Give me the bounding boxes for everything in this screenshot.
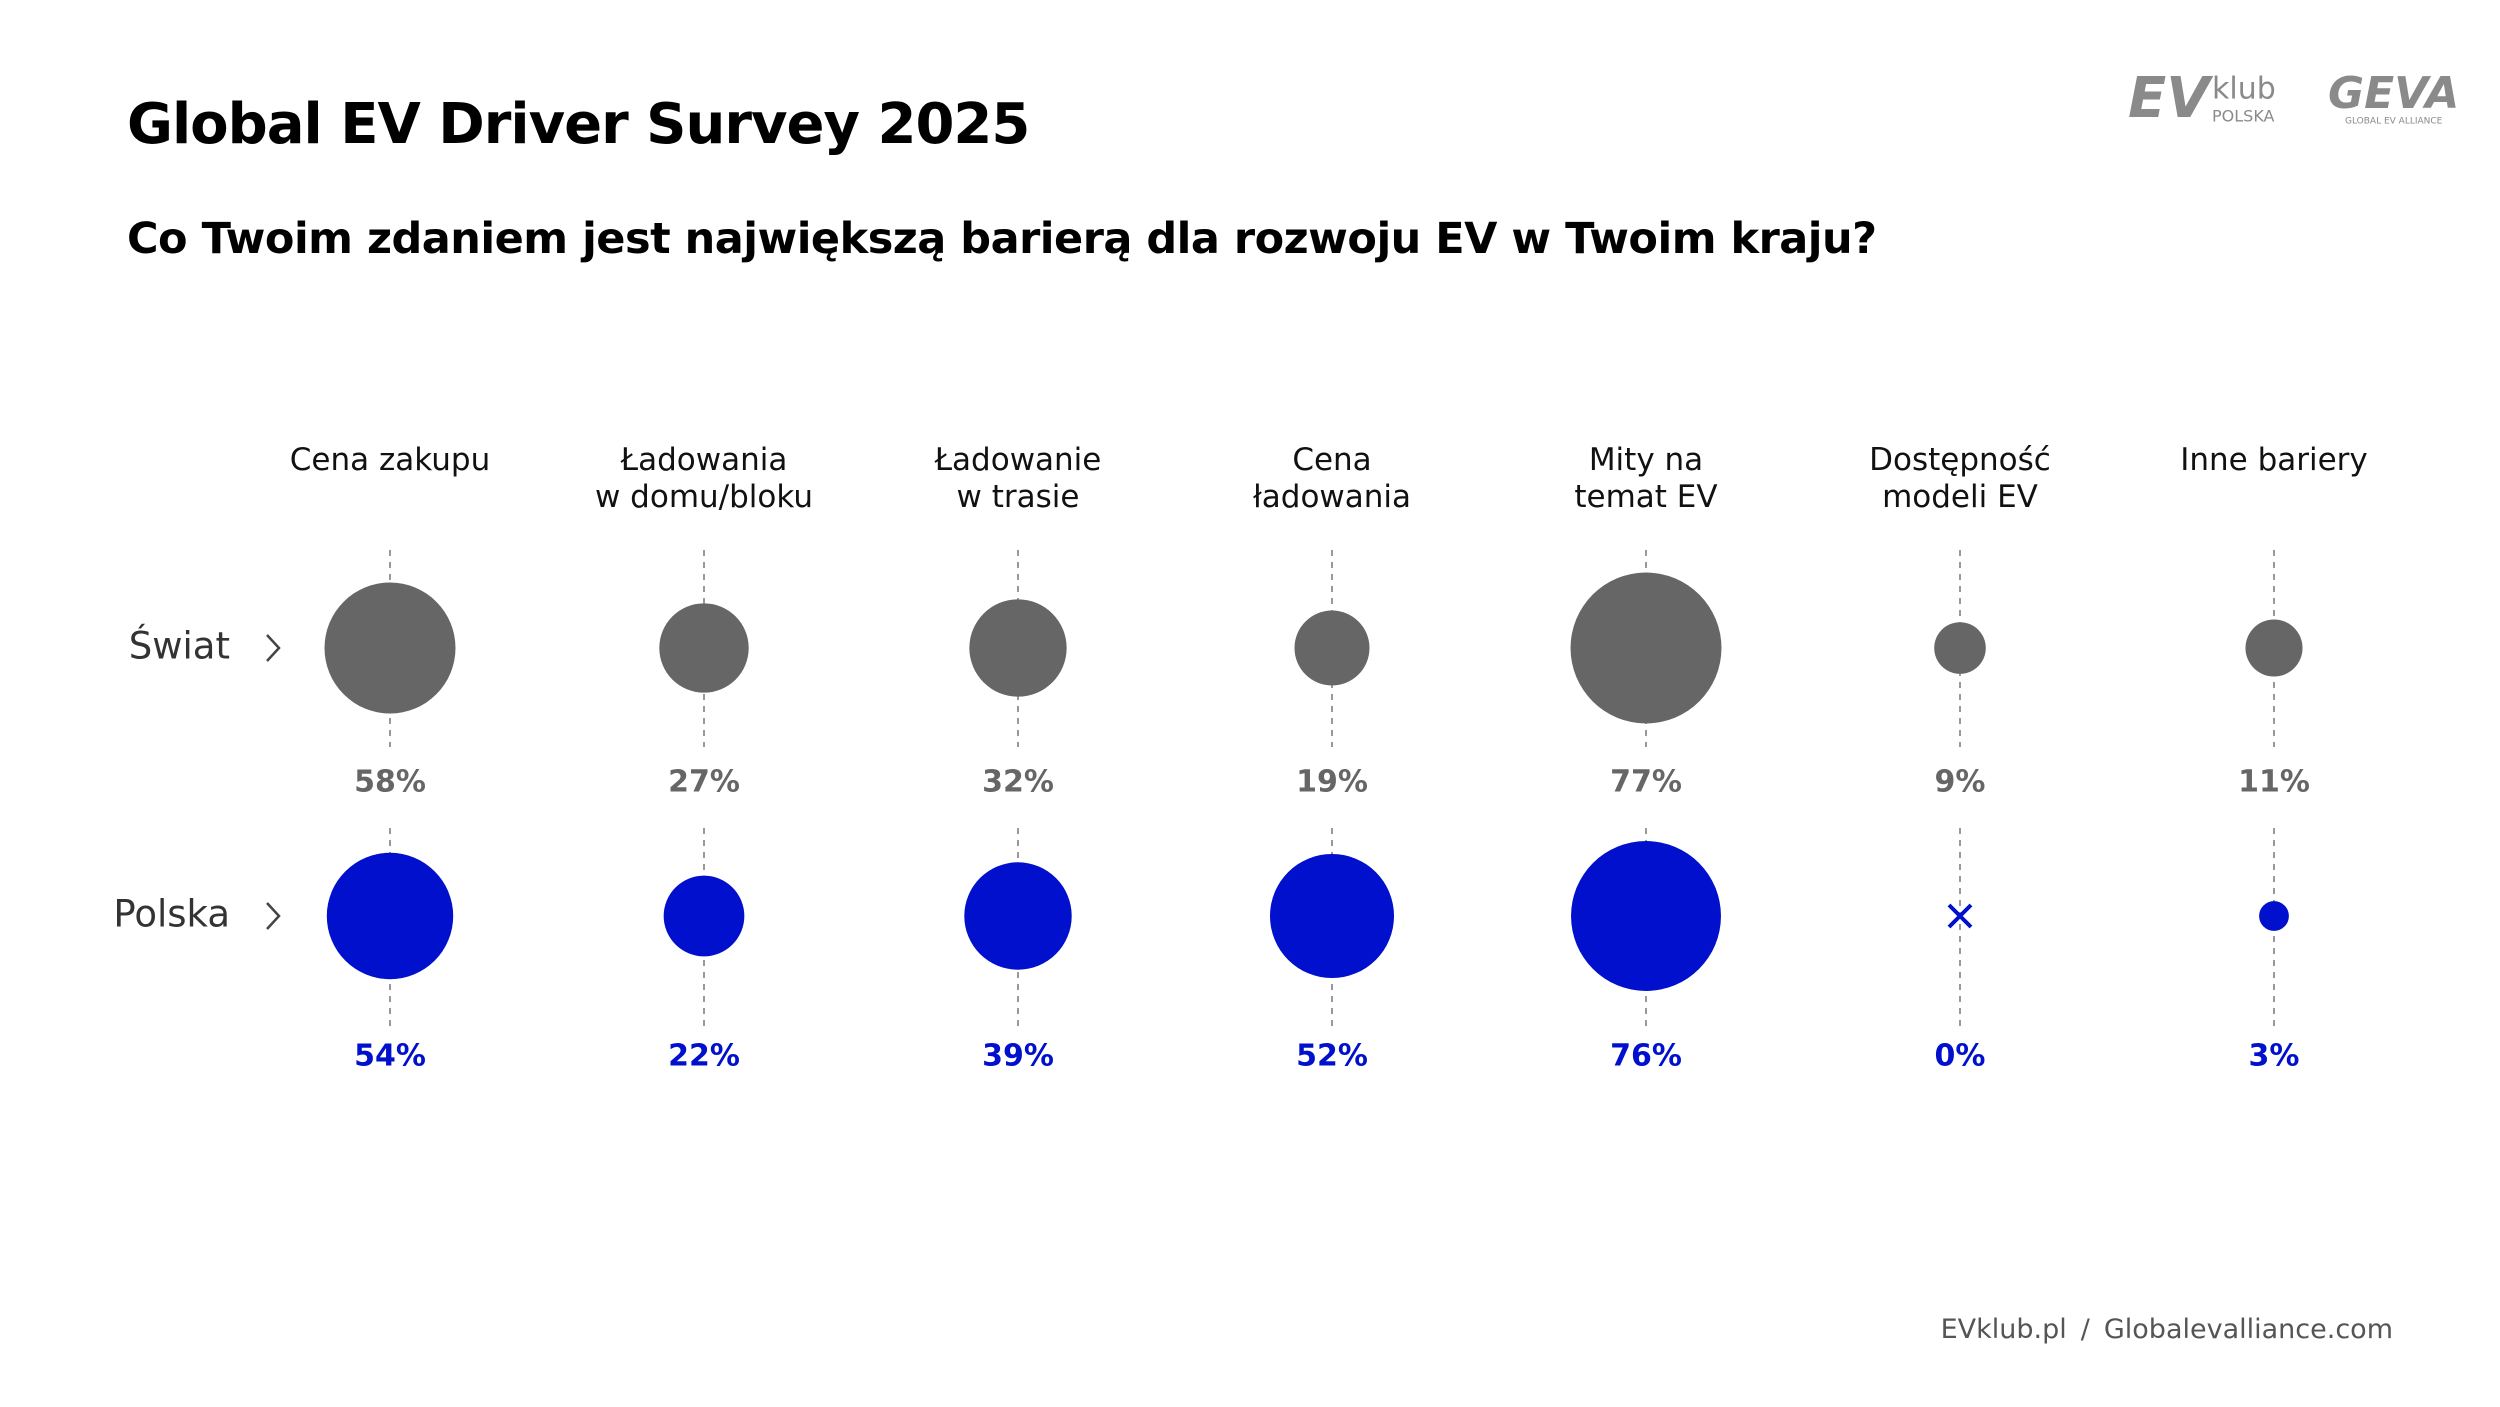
bubble bbox=[1934, 622, 1986, 674]
bubble bbox=[326, 852, 454, 980]
bubble bbox=[663, 875, 745, 957]
footer: EVklub.pl / Globalevalliance.com bbox=[1927, 1314, 2393, 1345]
chevron bbox=[266, 634, 281, 662]
logo-mark: EV bbox=[2128, 66, 2214, 131]
value-label: 77% bbox=[1610, 765, 1682, 800]
zero-mark bbox=[1947, 903, 1973, 929]
logo-mark: GEVA bbox=[2328, 68, 2459, 119]
value-label: 27% bbox=[668, 765, 740, 800]
bubble bbox=[659, 603, 749, 693]
bubble bbox=[2259, 901, 2289, 931]
logo-sub: POLSKA bbox=[2212, 107, 2275, 126]
category-label: Mity na temat EV bbox=[1574, 442, 1718, 515]
category-label: Dostępność modeli EV bbox=[1869, 442, 2051, 515]
evklub-logo: EV klub POLSKA bbox=[2128, 66, 2276, 131]
value-label: 3% bbox=[2249, 1039, 2300, 1074]
value-label: 19% bbox=[1296, 765, 1368, 800]
value-label: 11% bbox=[2238, 765, 2310, 800]
bubble bbox=[969, 599, 1067, 697]
bubble bbox=[324, 582, 456, 714]
bubble bbox=[2245, 619, 2303, 677]
value-label: 54% bbox=[354, 1039, 426, 1074]
chart-subtitle: Co Twoim zdaniem jest największą barierą… bbox=[127, 214, 1877, 264]
category-label: Ładowanie w trasie bbox=[934, 442, 1102, 515]
chart-title: Global EV Driver Survey 2025 bbox=[127, 92, 1030, 157]
logo-sub: GLOBAL EV ALLIANCE bbox=[2345, 117, 2443, 127]
geva-logo: GEVA GLOBAL EV ALLIANCE bbox=[2328, 68, 2459, 127]
category-label: Cena ładowania bbox=[1252, 442, 1412, 515]
row-label: Świat bbox=[129, 624, 230, 668]
bubble bbox=[1571, 841, 1721, 991]
footer-link: Globalevalliance.com bbox=[2103, 1314, 2393, 1345]
category-label: Cena zakupu bbox=[289, 442, 491, 478]
bubble bbox=[1269, 853, 1395, 979]
value-label: 9% bbox=[1935, 765, 1986, 800]
value-label: 76% bbox=[1610, 1039, 1682, 1074]
value-label: 39% bbox=[982, 1039, 1054, 1074]
value-label: 58% bbox=[354, 765, 426, 800]
chevron bbox=[266, 902, 281, 930]
bubble bbox=[964, 862, 1072, 970]
value-label: 32% bbox=[982, 765, 1054, 800]
category-label: Inne bariery bbox=[2180, 442, 2368, 478]
value-label: 22% bbox=[668, 1039, 740, 1074]
category-label: Ładowania w domu/bloku bbox=[594, 442, 814, 515]
footer-separator: / bbox=[2080, 1314, 2090, 1345]
row-label: Polska bbox=[113, 893, 230, 936]
logo-word: klub bbox=[2212, 72, 2276, 107]
bubble bbox=[1570, 572, 1722, 724]
value-label: 0% bbox=[1935, 1039, 1986, 1074]
bubble bbox=[1294, 610, 1370, 686]
value-label: 52% bbox=[1296, 1039, 1368, 1074]
footer-link: EVklub.pl bbox=[1940, 1314, 2067, 1345]
